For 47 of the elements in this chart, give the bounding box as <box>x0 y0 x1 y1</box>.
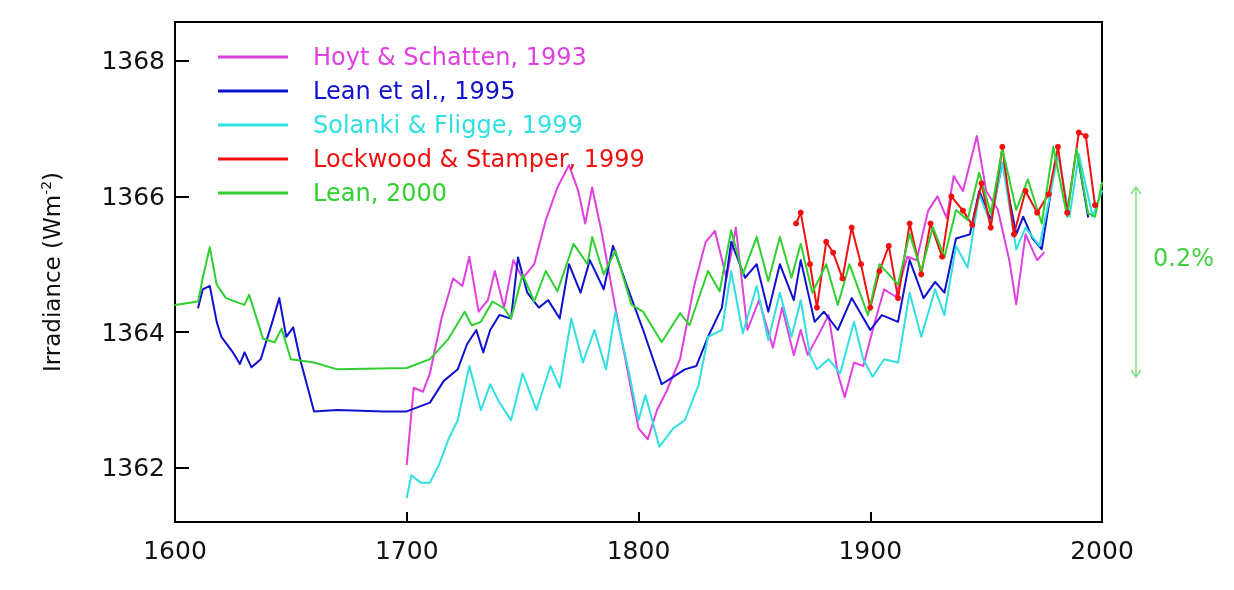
x-tick-label: 1600 <box>143 536 207 565</box>
point <box>876 267 883 274</box>
point <box>1034 209 1041 216</box>
point <box>948 193 955 200</box>
point <box>1092 202 1099 209</box>
point <box>1010 231 1017 238</box>
x-tick-label: 1700 <box>374 536 439 565</box>
point <box>807 261 813 268</box>
legend-label: Lean, 2000 <box>313 179 447 207</box>
point <box>867 304 874 311</box>
point <box>793 220 800 227</box>
point <box>823 238 830 245</box>
point <box>895 295 902 302</box>
point <box>1064 209 1071 216</box>
point <box>918 271 925 278</box>
point <box>813 304 820 311</box>
point <box>969 221 976 228</box>
point <box>959 207 966 214</box>
text: 0.2% <box>1153 244 1215 272</box>
point <box>1022 187 1029 194</box>
point <box>927 220 934 227</box>
y-tick-label: 1362 <box>101 453 165 483</box>
point <box>857 261 864 268</box>
y-tick-label: 1366 <box>101 181 165 211</box>
x-tick-label: 1800 <box>606 536 671 565</box>
point <box>939 253 946 260</box>
point <box>978 180 985 187</box>
point <box>1082 132 1089 139</box>
y-tick-label: 1364 <box>101 317 165 347</box>
legend-label: Lockwood & Stamper, 1999 <box>313 145 645 173</box>
point <box>1045 191 1052 198</box>
point <box>797 209 804 216</box>
legend-label: Lean et al., 1995 <box>313 77 516 105</box>
point <box>1054 143 1061 150</box>
legend-label: Solanki & Fligge, 1999 <box>313 111 583 139</box>
y-axis-title: Irradiance (Wm-2) <box>38 171 65 373</box>
point <box>839 275 846 282</box>
point <box>987 224 994 231</box>
x-tick-label: 1900 <box>838 536 903 565</box>
legend-label: Hoyt & Schatten, 1993 <box>313 43 587 71</box>
point <box>1075 129 1082 136</box>
line-series <box>174 145 1103 371</box>
y-tick-label: 1368 <box>101 46 165 76</box>
x-tick-label: 2000 <box>1070 536 1134 565</box>
point <box>885 242 892 249</box>
point <box>830 249 837 256</box>
point <box>999 143 1006 150</box>
